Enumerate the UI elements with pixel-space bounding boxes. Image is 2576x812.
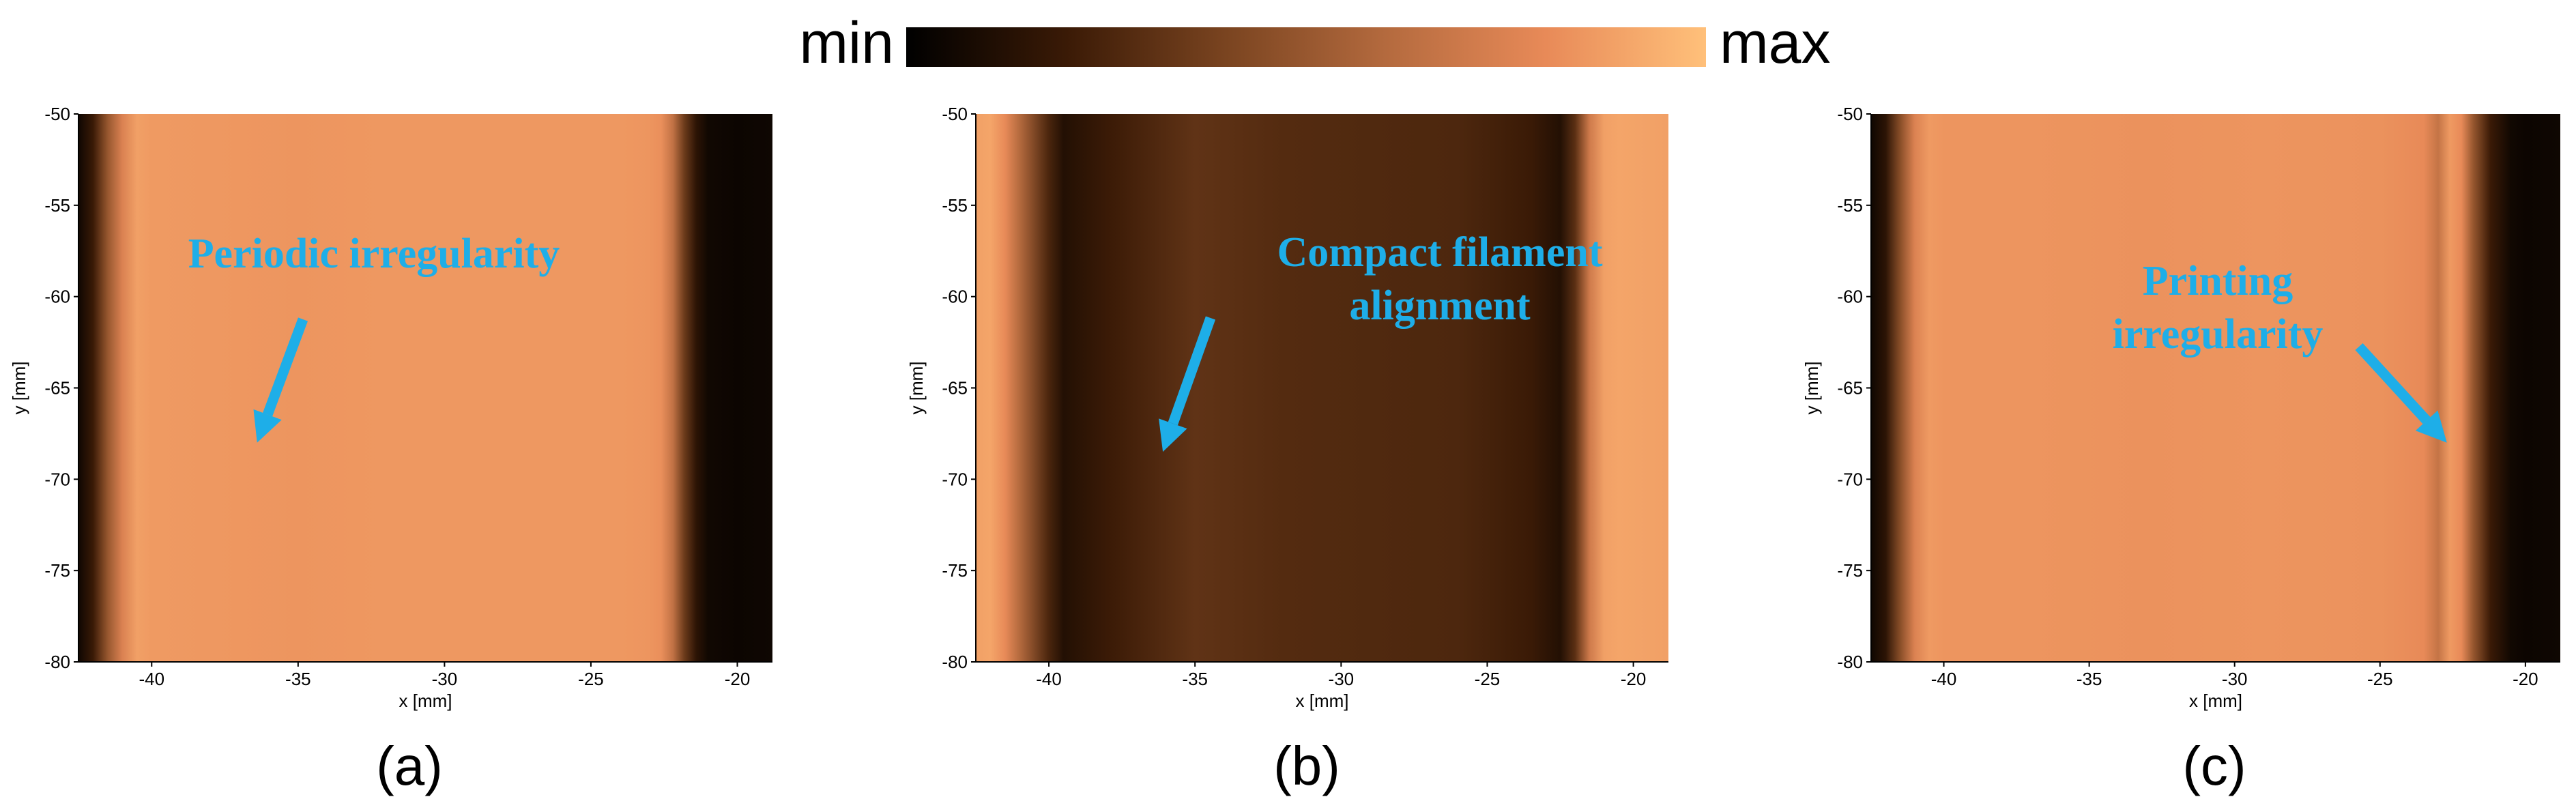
x-tick-label: -25 — [1475, 669, 1501, 689]
arrow-head — [253, 409, 282, 443]
y-tick-label: -55 — [44, 195, 70, 216]
x-tick-label: -20 — [2513, 669, 2538, 689]
y-tick-label: -60 — [1837, 287, 1863, 307]
x-tick-label: -35 — [2076, 669, 2102, 689]
x-axis-label-c: x [mm] — [2189, 691, 2242, 711]
x-ticks-a: -40 -35 -30 -25 -20 — [139, 662, 750, 689]
arrow-c — [2355, 343, 2447, 443]
x-tick-label: -30 — [1329, 669, 1355, 689]
arrow-a — [253, 317, 308, 443]
annotation-c-line-2: irregularity — [2113, 311, 2324, 358]
x-tick-label: -35 — [1182, 669, 1208, 689]
y-tick-label: -50 — [1837, 104, 1863, 124]
x-tick-label: -40 — [1931, 669, 1957, 689]
heatmap-a — [78, 114, 772, 662]
arrow-head — [2415, 410, 2447, 443]
y-tick-label: -60 — [44, 287, 70, 307]
x-tick-label: -25 — [578, 669, 604, 689]
y-tick-label: -80 — [942, 652, 968, 672]
x-tick-label: -40 — [139, 669, 164, 689]
y-ticks-c: -50 -55 -60 -65 -70 -75 -80 — [1837, 104, 1871, 672]
annotation-b-line-2: alignment — [1349, 282, 1531, 329]
annotation-c-line-1: Printing — [2143, 258, 2293, 304]
colorbar-max-label: max — [1720, 10, 1830, 76]
panel-a: -40 -35 -30 -25 -20 -50 -55 -60 -65 -70 -75 -80 x … — [9, 104, 772, 796]
x-tick-label: -25 — [2367, 669, 2393, 689]
y-axis-label-c: y [mm] — [1801, 362, 1822, 415]
y-ticks-b: -50 -55 -60 -65 -70 -75 -80 — [942, 104, 976, 672]
x-tick-label: -20 — [725, 669, 751, 689]
y-tick-label: -60 — [942, 287, 968, 307]
y-axis-label-a: y [mm] — [9, 362, 29, 415]
panel-label-a: (a) — [376, 736, 443, 796]
x-axis-label-b: x [mm] — [1296, 691, 1349, 711]
panel-b: -40 -35 -30 -25 -20 -50 -55 -60 -65 -70 -75 -80 x … — [906, 104, 1668, 796]
heatmap-c — [1871, 114, 2560, 662]
arrow-shaft — [2355, 343, 2431, 424]
x-ticks-b: -40 -35 -30 -25 -20 — [1036, 662, 1646, 689]
panel-c: -40 -35 -30 -25 -20 -50 -55 -60 -65 -70 -75 -80 x … — [1801, 104, 2560, 796]
y-tick-label: -80 — [44, 652, 70, 672]
x-axis-label-a: x [mm] — [399, 691, 452, 711]
panel-label-c: (c) — [2182, 736, 2246, 796]
x-tick-label: -40 — [1036, 669, 1062, 689]
y-tick-label: -55 — [1837, 195, 1863, 216]
y-tick-label: -75 — [44, 560, 70, 581]
colorbar-min-label: min — [799, 10, 894, 76]
x-tick-label: -30 — [2222, 669, 2248, 689]
y-tick-label: -70 — [44, 469, 70, 489]
y-tick-label: -50 — [44, 104, 70, 124]
x-tick-label: -30 — [432, 669, 458, 689]
heatmap-b — [976, 114, 1668, 662]
y-tick-label: -65 — [1837, 378, 1863, 398]
y-tick-label: -70 — [1837, 469, 1863, 489]
y-tick-label: -80 — [1837, 652, 1863, 672]
y-tick-label: -75 — [942, 560, 968, 581]
y-tick-label: -55 — [942, 195, 968, 216]
y-axis-label-b: y [mm] — [906, 362, 927, 415]
arrow-head — [1159, 418, 1187, 452]
colorbar-gradient — [906, 27, 1706, 67]
y-tick-label: -75 — [1837, 560, 1863, 581]
y-ticks-a: -50 -55 -60 -65 -70 -75 -80 — [44, 104, 78, 672]
y-tick-label: -65 — [44, 378, 70, 398]
x-tick-label: -35 — [285, 669, 311, 689]
annotation-b-line-1: Compact filament — [1277, 229, 1603, 276]
y-tick-label: -65 — [942, 378, 968, 398]
x-tick-label: -20 — [1621, 669, 1647, 689]
arrow-b — [1159, 316, 1216, 452]
arrow-shaft — [263, 317, 308, 417]
arrow-shaft — [1168, 316, 1216, 426]
annotation-a-line-1: Periodic irregularity — [188, 231, 560, 277]
x-ticks-c: -40 -35 -30 -25 -20 — [1931, 662, 2538, 689]
y-tick-label: -50 — [942, 104, 968, 124]
y-tick-label: -70 — [942, 469, 968, 489]
panel-label-b: (b) — [1273, 736, 1340, 796]
colorbar: min max — [799, 10, 1830, 76]
